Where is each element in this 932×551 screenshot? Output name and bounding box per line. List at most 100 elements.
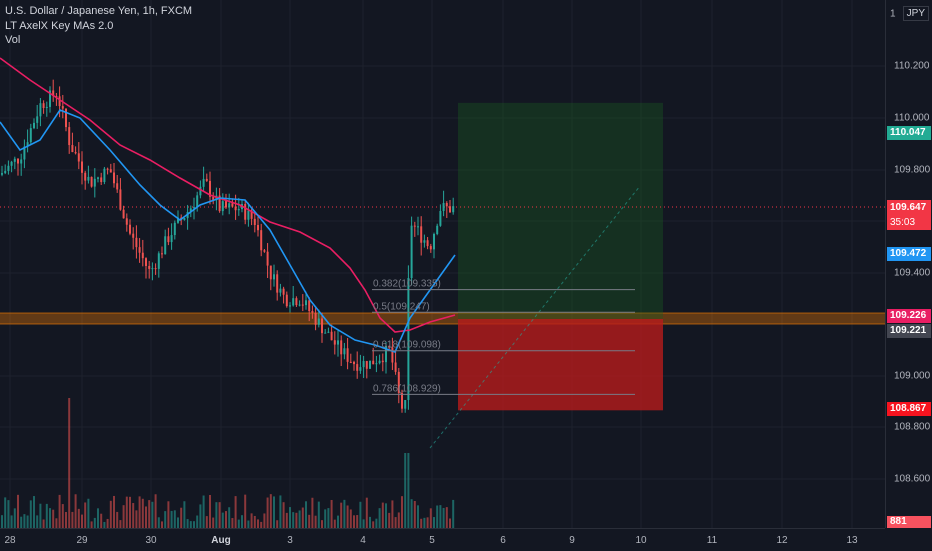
volume-bar bbox=[189, 521, 192, 528]
volume-bar bbox=[442, 507, 445, 528]
volume-title[interactable]: Vol bbox=[5, 34, 21, 46]
price-axis[interactable]: JPY 1 110.200 110.000 109.800 109.400 10… bbox=[885, 0, 932, 528]
candle-body bbox=[141, 252, 144, 259]
candle-body bbox=[353, 361, 355, 365]
volume-bar bbox=[49, 508, 51, 528]
volume-bar bbox=[106, 518, 109, 528]
candle-body bbox=[231, 203, 234, 207]
target-price-tag: 110.047 bbox=[887, 126, 931, 140]
time-label: 5 bbox=[429, 535, 435, 546]
candle-body bbox=[170, 235, 173, 243]
candle-body bbox=[410, 225, 413, 279]
candle-body bbox=[330, 331, 333, 341]
volume-bar bbox=[202, 495, 205, 528]
candle-body bbox=[337, 340, 339, 345]
candle-body bbox=[436, 225, 439, 234]
time-label: Aug bbox=[211, 535, 231, 546]
candle-body bbox=[61, 106, 64, 109]
candle-body bbox=[58, 96, 61, 107]
candle-body bbox=[52, 90, 55, 97]
volume-bar bbox=[426, 517, 429, 528]
candle-body bbox=[106, 168, 109, 170]
candle-body bbox=[442, 203, 445, 211]
candle-body bbox=[151, 268, 154, 270]
candle-body bbox=[23, 146, 26, 160]
candle-body bbox=[33, 122, 35, 129]
volume-bar bbox=[81, 514, 83, 528]
volume-bar bbox=[58, 494, 61, 528]
volume-bar bbox=[359, 501, 362, 528]
candle-body bbox=[317, 318, 320, 325]
volume-bar bbox=[180, 507, 183, 528]
candle-body bbox=[113, 172, 115, 184]
volume-bar bbox=[132, 503, 135, 528]
volume-bar bbox=[266, 497, 269, 528]
candle-body bbox=[225, 201, 227, 208]
volume-bar bbox=[241, 515, 243, 528]
volume-bar bbox=[452, 499, 455, 528]
symbol-title[interactable]: U.S. Dollar / Japanese Yen, 1h, FXCM bbox=[5, 5, 193, 17]
volume-bar bbox=[234, 496, 237, 528]
volume-bar bbox=[215, 502, 218, 528]
candle-body bbox=[237, 209, 240, 211]
volume-bar bbox=[148, 500, 151, 528]
candle-body bbox=[1, 173, 3, 175]
candle-body bbox=[173, 222, 176, 236]
volume-bar bbox=[410, 499, 413, 528]
candle-body bbox=[260, 230, 263, 251]
time-label: 10 bbox=[635, 535, 647, 546]
candle-body bbox=[429, 246, 432, 250]
candle-body bbox=[49, 90, 51, 107]
volume-bar bbox=[301, 507, 304, 528]
candle-body bbox=[218, 195, 221, 212]
price-label: 109.800 bbox=[894, 164, 931, 176]
candle-body bbox=[257, 225, 259, 231]
currency-button[interactable]: JPY bbox=[902, 6, 929, 21]
volume-bar bbox=[154, 494, 157, 528]
chart-canvas[interactable]: 0.382(109.335) 0.5(109.247) 0.618(109.098)… bbox=[0, 0, 885, 528]
volume-bar bbox=[445, 507, 448, 528]
volume-bar bbox=[116, 511, 119, 528]
candle-body bbox=[413, 225, 416, 227]
time-axis[interactable]: 28 29 30 Aug 3 4 5 6 9 10 11 12 13 bbox=[0, 528, 885, 551]
candle-body bbox=[407, 278, 410, 400]
volume-bar bbox=[55, 518, 58, 528]
price-label-partial: 1 bbox=[890, 8, 896, 20]
candle-body bbox=[452, 206, 455, 213]
volume-bar bbox=[71, 511, 74, 528]
volume-bar bbox=[125, 496, 128, 528]
candle-body bbox=[122, 209, 125, 219]
volume-bar bbox=[221, 512, 224, 528]
indicator-title[interactable]: LT AxelX Key MAs 2.0 bbox=[5, 19, 114, 32]
volume-bar bbox=[65, 511, 67, 528]
candle-body bbox=[81, 161, 83, 173]
volume-bar bbox=[413, 500, 416, 528]
volume-bar bbox=[218, 502, 221, 528]
time-label: 13 bbox=[846, 535, 858, 546]
volume-bar bbox=[321, 520, 323, 528]
candle-body bbox=[266, 251, 269, 266]
volume-bar bbox=[365, 497, 368, 528]
candle-body bbox=[183, 218, 186, 220]
candle-body bbox=[359, 367, 362, 371]
candle-body bbox=[71, 145, 74, 153]
volume-bar bbox=[273, 496, 275, 528]
price-label: 109.000 bbox=[894, 370, 931, 382]
chart-plot-area[interactable]: 0.382(109.335) 0.5(109.247) 0.618(109.098)… bbox=[0, 0, 885, 528]
volume-bar bbox=[337, 515, 339, 528]
candle-body bbox=[100, 177, 103, 183]
time-label: 4 bbox=[360, 535, 366, 546]
candle-body bbox=[154, 268, 157, 270]
volume-bar bbox=[113, 495, 115, 528]
candle-body bbox=[77, 153, 80, 162]
candle-body bbox=[10, 161, 13, 166]
candle-body bbox=[234, 206, 237, 211]
volume-bar bbox=[429, 508, 432, 528]
candle-body bbox=[199, 186, 202, 196]
level-price-tag: 109.221 bbox=[887, 324, 931, 338]
price-label: 110.000 bbox=[894, 112, 930, 124]
candle-body bbox=[65, 108, 67, 128]
candle-body bbox=[263, 250, 266, 252]
volume-bar bbox=[397, 512, 400, 528]
volume-bar bbox=[260, 521, 263, 528]
